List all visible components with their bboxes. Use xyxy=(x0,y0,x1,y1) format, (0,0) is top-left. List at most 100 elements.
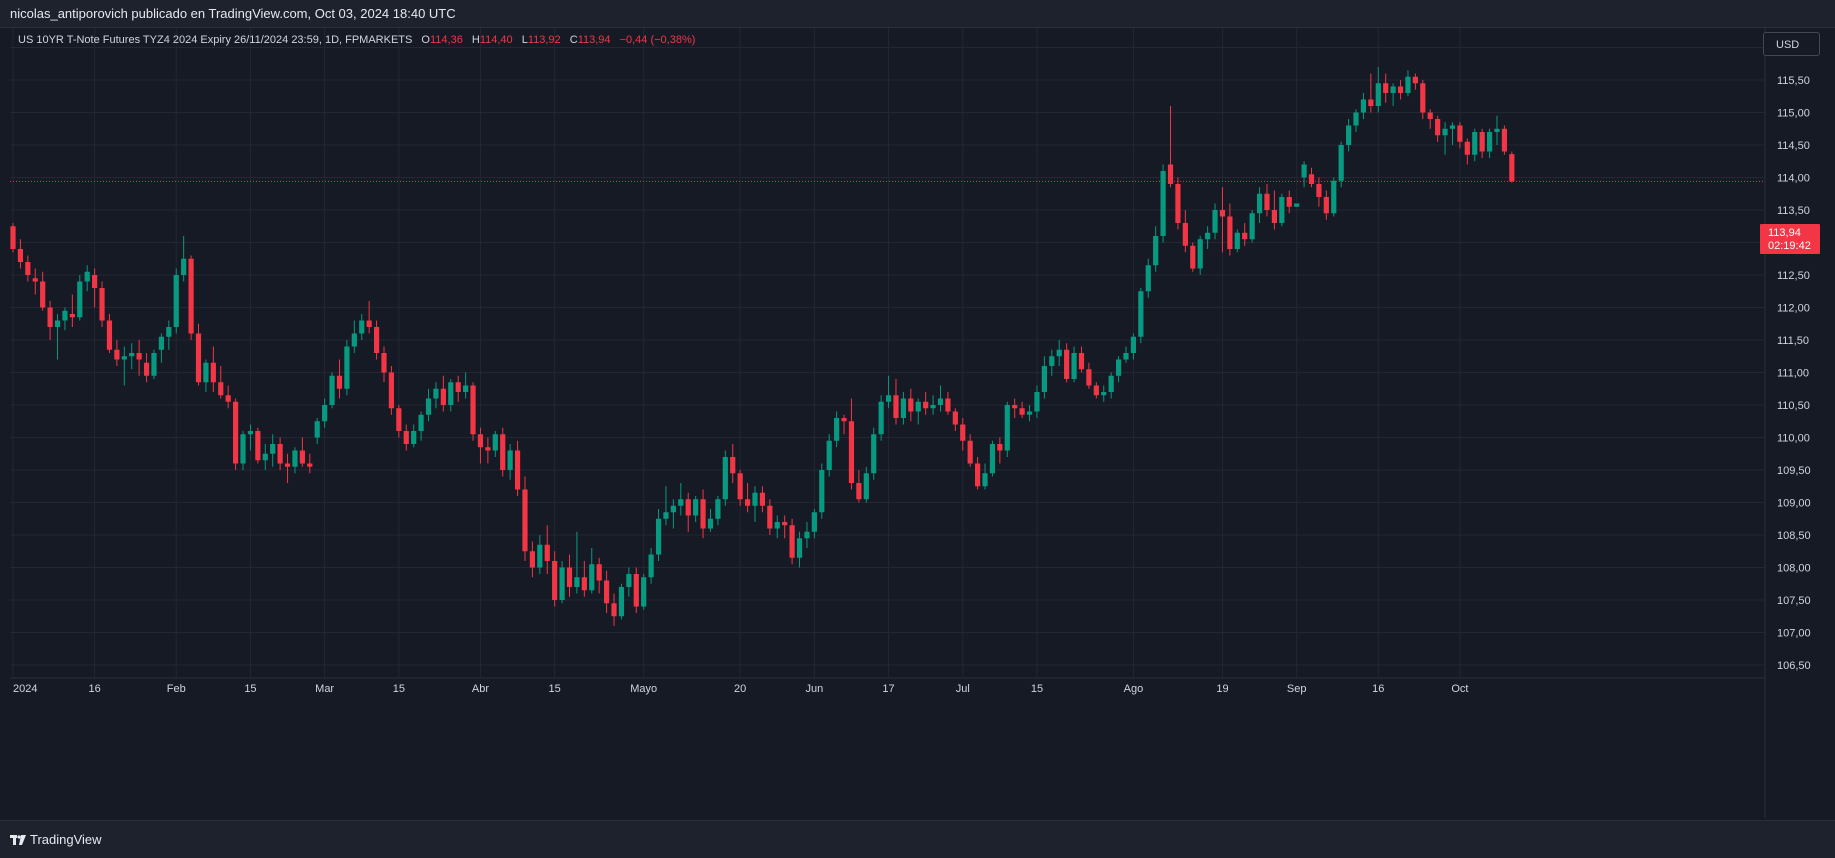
candle-body xyxy=(1056,349,1062,357)
candle xyxy=(47,301,53,340)
candle-body xyxy=(99,288,105,321)
candle xyxy=(455,375,461,402)
candle-body xyxy=(811,512,817,532)
candle-body xyxy=(693,499,699,516)
last-price-value: 113,94 xyxy=(1768,227,1801,239)
candle-body xyxy=(151,353,157,376)
candle xyxy=(967,434,973,467)
candle xyxy=(1101,385,1107,402)
candle xyxy=(930,395,936,415)
candle-body xyxy=(908,398,914,412)
x-tick-label: 19 xyxy=(1216,683,1228,695)
candle-body xyxy=(796,538,803,558)
candle-body xyxy=(1286,197,1292,207)
candle-body xyxy=(1101,392,1107,396)
candle-body xyxy=(685,499,691,516)
candle-body xyxy=(1167,164,1174,184)
candle xyxy=(440,375,446,412)
candle xyxy=(685,492,691,532)
chart-area[interactable]: 116,00115,50115,00114,50114,00113,50113,… xyxy=(10,28,1811,818)
candle xyxy=(433,382,439,409)
candle-body xyxy=(604,580,610,604)
candle xyxy=(322,398,328,428)
candle-body xyxy=(1360,99,1367,113)
currency-button[interactable]: USD xyxy=(1763,32,1820,56)
candle xyxy=(1167,106,1174,188)
candle-body xyxy=(819,470,825,513)
x-tick-label: Mayo xyxy=(630,683,657,695)
candle-body xyxy=(700,499,706,529)
candle xyxy=(1012,398,1018,418)
candle xyxy=(1115,356,1122,383)
candle xyxy=(863,466,869,503)
candle-body xyxy=(841,418,847,422)
candle xyxy=(99,281,105,327)
candle xyxy=(388,366,395,415)
candle xyxy=(210,346,216,392)
candle xyxy=(173,268,179,334)
candle-body xyxy=(173,275,179,327)
candle-body xyxy=(1093,385,1099,396)
candle-body xyxy=(1256,193,1263,214)
candle-body xyxy=(1019,408,1025,415)
candle-body xyxy=(774,522,780,529)
candle xyxy=(1041,356,1047,399)
candle-body xyxy=(730,457,736,474)
candle xyxy=(774,515,780,539)
candle xyxy=(1479,128,1485,158)
candle xyxy=(403,424,409,451)
candle-body xyxy=(1115,359,1122,376)
tradingview-brand[interactable]: TradingView xyxy=(10,831,102,849)
candle-body xyxy=(1182,223,1188,246)
candle-body xyxy=(262,453,268,461)
candle-body xyxy=(188,258,194,334)
candle xyxy=(514,440,521,496)
candle-body xyxy=(1412,76,1418,84)
candle-body xyxy=(366,320,372,327)
candle-body xyxy=(270,444,276,454)
candle-body xyxy=(381,353,387,373)
candle xyxy=(1427,109,1433,129)
candle-body xyxy=(1160,171,1166,236)
candle-body xyxy=(1449,125,1456,129)
candle-body xyxy=(1249,213,1255,240)
x-tick-label: 20 xyxy=(734,683,746,695)
candle-body xyxy=(1368,99,1374,106)
candle xyxy=(1197,236,1203,275)
candle xyxy=(1353,109,1359,132)
candle xyxy=(344,340,350,396)
candle-body xyxy=(834,418,840,441)
candle xyxy=(1442,122,1448,155)
candle-body xyxy=(1086,369,1092,386)
candle xyxy=(626,567,632,597)
candle-body xyxy=(871,434,877,474)
candle-body xyxy=(62,310,68,321)
candle-body xyxy=(589,564,595,591)
candlestick-chart[interactable]: 116,00115,50115,00114,50114,00113,50113,… xyxy=(10,28,1835,818)
candle-body xyxy=(782,522,788,526)
candle xyxy=(589,548,595,594)
candle xyxy=(366,301,372,334)
candle xyxy=(277,437,283,470)
candle xyxy=(307,453,313,474)
candle-body xyxy=(930,405,936,409)
candle-body xyxy=(344,346,350,389)
candle xyxy=(329,372,335,409)
candle-body xyxy=(181,258,187,275)
candle xyxy=(507,444,513,480)
candle-body xyxy=(500,434,506,470)
candle-body xyxy=(129,353,135,357)
candle xyxy=(737,470,743,506)
candle xyxy=(522,476,528,561)
y-tick-label: 115,50 xyxy=(1777,75,1810,87)
candle xyxy=(218,366,224,399)
candle xyxy=(225,385,231,409)
candle xyxy=(240,431,246,470)
candle xyxy=(1205,226,1211,249)
x-tick-label: 16 xyxy=(88,683,100,695)
candle-body xyxy=(1034,392,1040,412)
y-tick-label: 108,00 xyxy=(1777,563,1811,575)
candle-body xyxy=(84,271,90,282)
candle xyxy=(143,353,150,383)
high-label: H xyxy=(471,34,480,46)
